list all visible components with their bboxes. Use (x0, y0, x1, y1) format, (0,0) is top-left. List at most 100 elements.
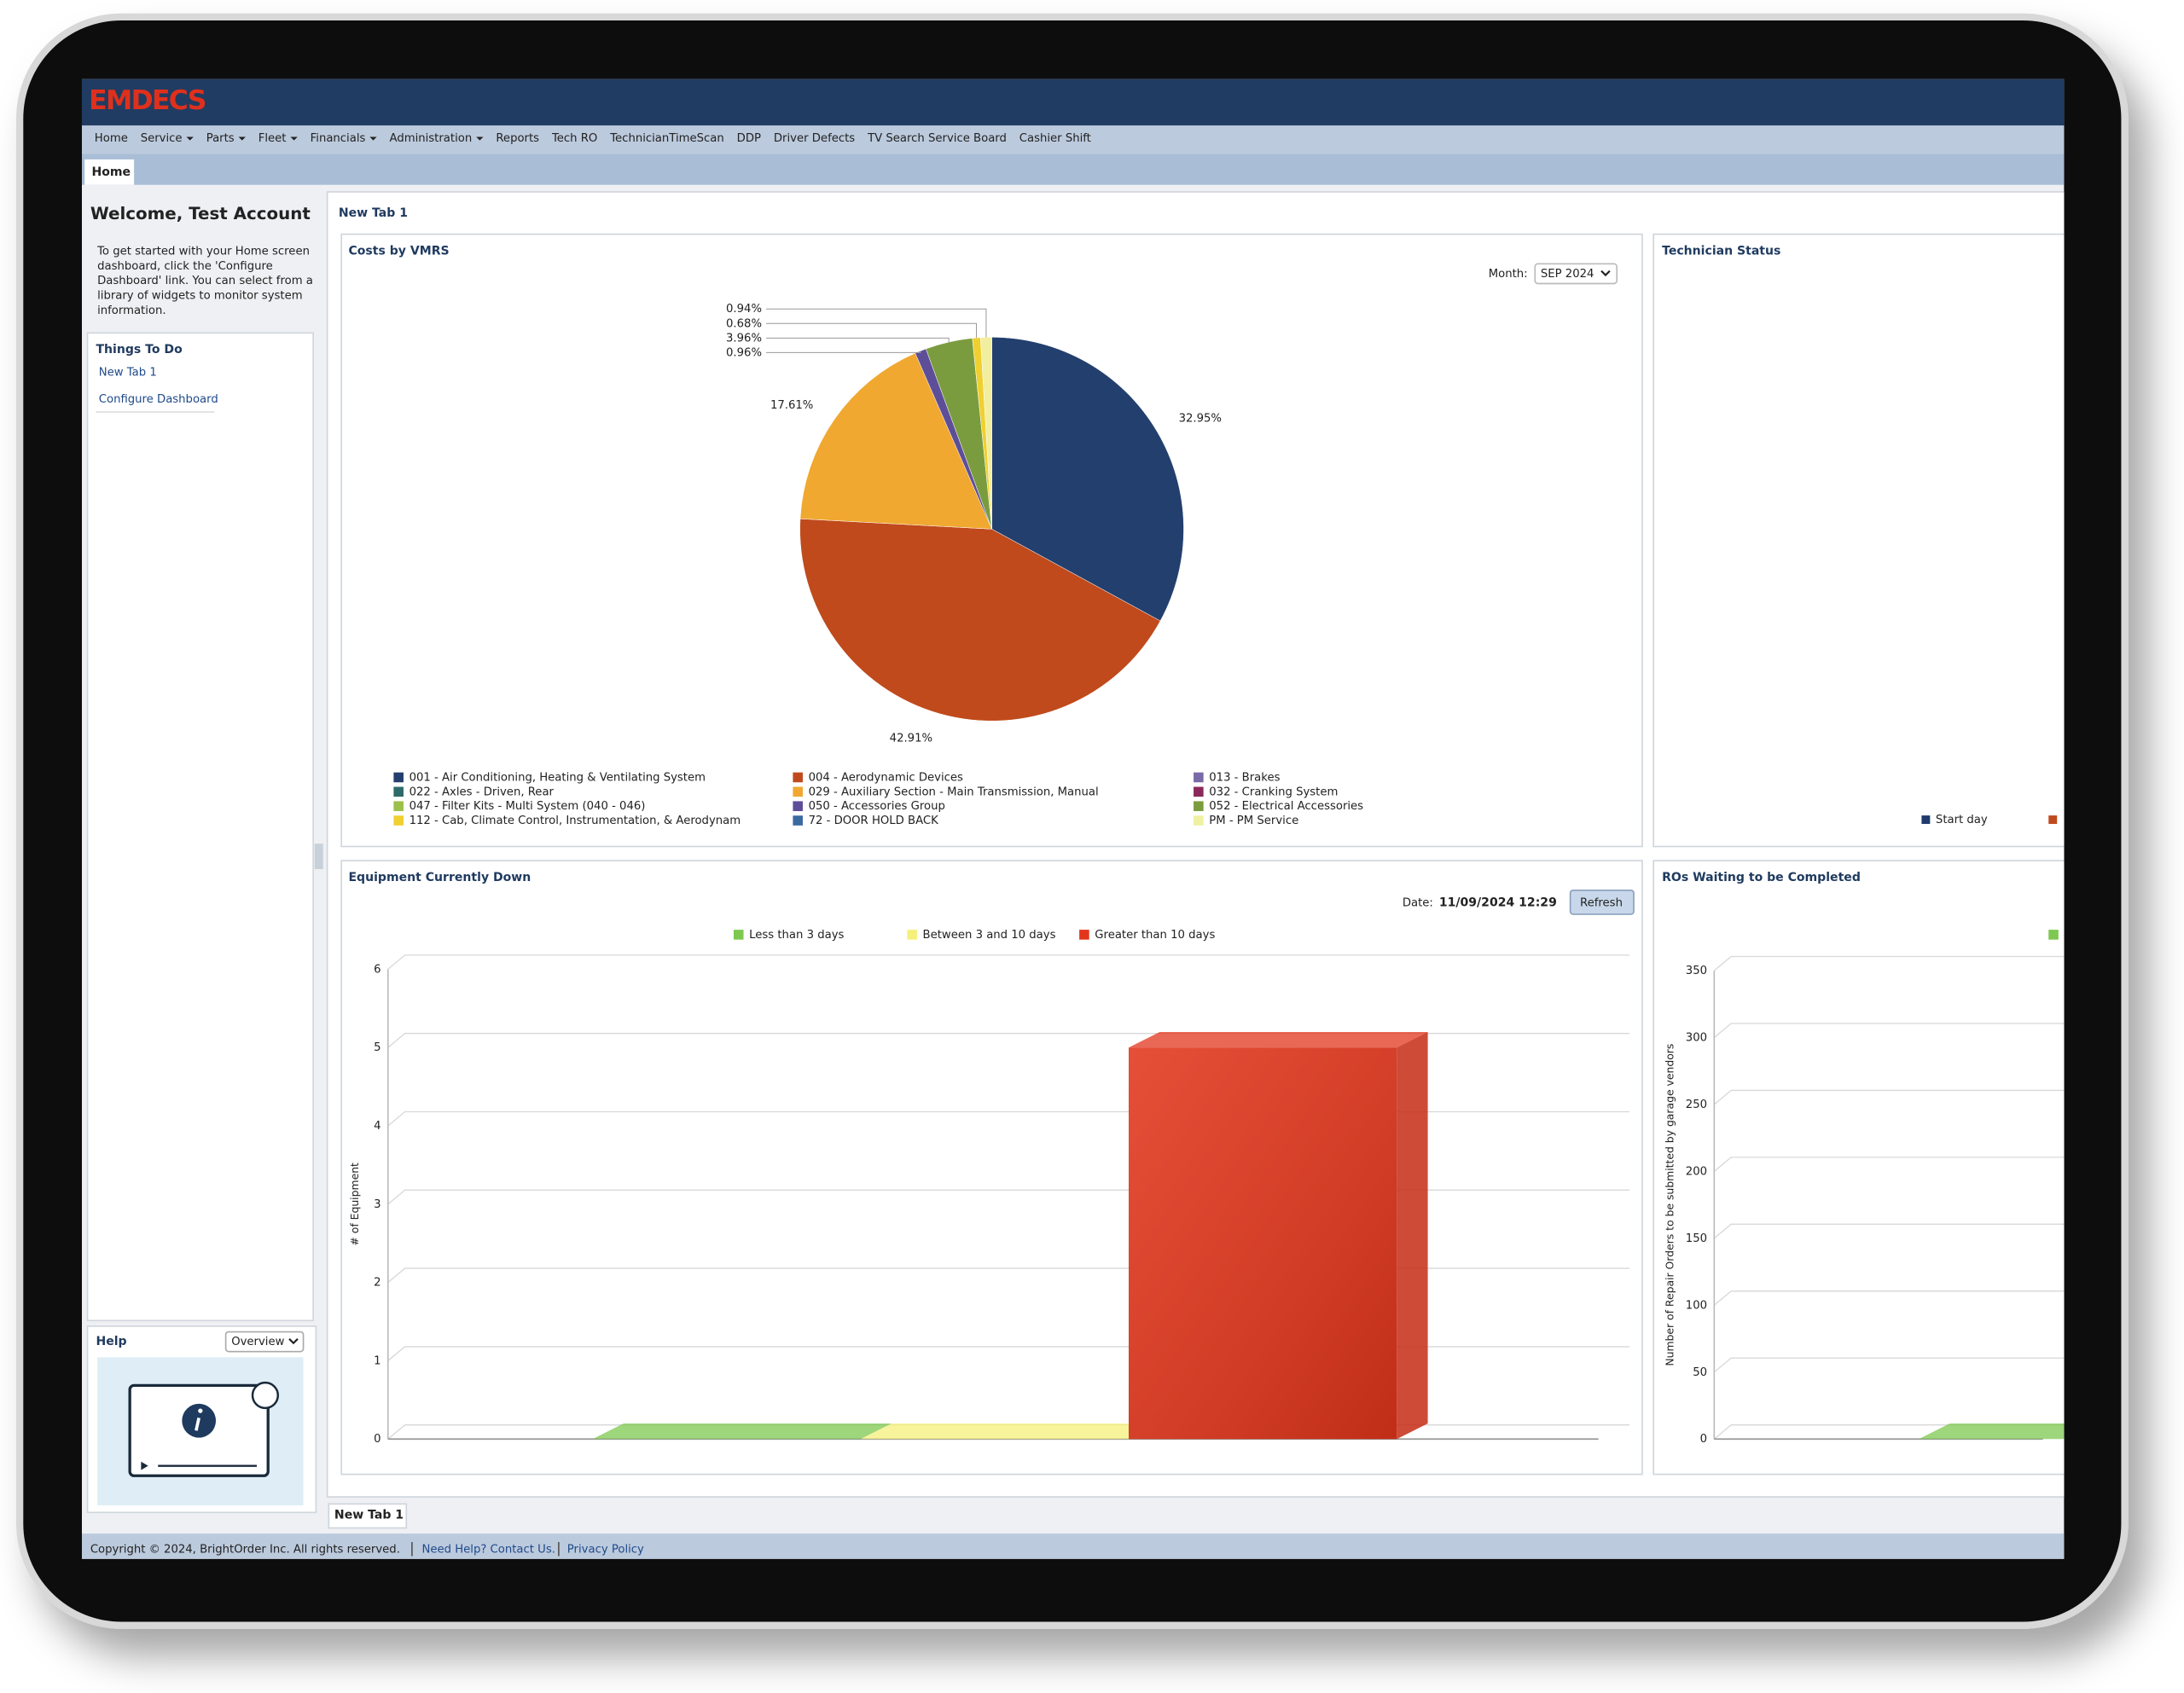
todo-panel (86, 332, 314, 1322)
y-tick-label: 50 (1693, 1366, 1707, 1379)
widget (1653, 233, 2065, 848)
dashboard-title: New Tab 1 (339, 206, 408, 220)
legend-swatch (793, 772, 803, 783)
nav-item[interactable]: Driver Defects (774, 132, 855, 145)
legend-swatch (1079, 930, 1089, 940)
widget (1653, 860, 2065, 1476)
legend-swatch (393, 801, 404, 811)
collapse-handle[interactable] (314, 844, 323, 869)
pie-label: 17.61% (770, 399, 813, 412)
nav-item[interactable]: Parts (206, 132, 235, 145)
bar-top (860, 1423, 1160, 1440)
leader-line (765, 337, 950, 343)
y-tick-label: 150 (1686, 1232, 1707, 1245)
legend-swatch (1194, 815, 1204, 826)
nav-item[interactable]: Cashier Shift (1019, 132, 1091, 145)
nav-item[interactable]: DDP (737, 132, 761, 145)
date-label: Date: (1403, 897, 1433, 910)
nav-item[interactable]: Fleet (258, 132, 287, 145)
y-tick-label: 1 (374, 1354, 380, 1367)
legend-swatch (793, 786, 803, 797)
refresh-label[interactable]: Refresh (1580, 897, 1623, 910)
grid-line (1713, 955, 2065, 971)
pie-label: 0.68% (726, 317, 762, 330)
y-axis-label: Number of Repair Orders to be submitted … (1664, 1044, 1676, 1366)
month-select[interactable] (1534, 263, 1618, 285)
intro-text: To get started with your Home screen dash… (96, 245, 313, 316)
nav-item[interactable]: Administration (390, 132, 473, 145)
grid-line (1713, 1157, 2065, 1172)
footer-link[interactable]: Privacy Policy (567, 1543, 644, 1556)
legend-label: 013 - Brakes (1209, 771, 1280, 784)
pie-label: 32.95% (1179, 412, 1222, 425)
leader-line (765, 351, 921, 353)
intro-line: library of widgets to monitor system (97, 290, 303, 303)
nav-item[interactable]: Home (95, 132, 128, 145)
bar (1128, 1032, 1428, 1440)
nav-item[interactable]: Service (141, 132, 183, 145)
bar-side (1397, 1032, 1428, 1440)
month-label: Month: (1489, 268, 1528, 281)
intro-line: Dashboard' link. You can select from a (97, 275, 313, 287)
bar-top (1919, 1423, 2065, 1440)
bar (860, 1423, 1160, 1440)
month-value[interactable]: SEP 2024 (1541, 268, 1594, 281)
legend-label: 047 - Filter Kits - Multi System (040 - … (410, 800, 646, 813)
bar (1919, 1423, 2065, 1440)
nav-item[interactable]: TV Search Service Board (867, 132, 1007, 145)
todo-link[interactable]: Configure Dashboard (99, 393, 218, 406)
legend-swatch (1194, 801, 1204, 811)
bottom-tab[interactable] (328, 1503, 408, 1529)
leader-line (765, 322, 978, 339)
legend-swatch (2048, 930, 2059, 940)
bar-top (592, 1423, 892, 1440)
grid-line (1713, 1357, 2065, 1373)
refresh-button[interactable] (1569, 889, 1635, 915)
legend-label: 022 - Axles - Driven, Rear (410, 786, 555, 798)
logo: EMDECS (89, 85, 206, 116)
y-tick-label: 350 (1686, 965, 1707, 977)
nav-item[interactable]: Financials (311, 132, 366, 145)
nav-caret (290, 136, 298, 141)
todo-title: Things To Do (96, 343, 183, 357)
todo-link[interactable]: New Tab 1 (99, 367, 157, 380)
nav-item[interactable]: Reports (496, 132, 539, 145)
tab[interactable] (84, 159, 135, 185)
legend-label: 112 - Cab, Climate Control, Instrumentat… (410, 815, 741, 827)
legend-label: 032 - Cranking System (1209, 786, 1338, 798)
help-select-label[interactable]: Overview (231, 1336, 284, 1348)
date-value: 11/09/2024 12:29 (1439, 896, 1557, 910)
y-axis-label: # of Equipment (348, 1162, 361, 1246)
legend-label: 72 - DOOR HOLD BACK (809, 815, 939, 827)
bar-side-shade (1397, 1032, 1428, 1440)
nav-item[interactable]: Tech RO (551, 132, 597, 145)
footer-link[interactable]: Need Help? Contact Us. (421, 1543, 555, 1556)
chevron (1600, 270, 1611, 277)
intro-line: information. (97, 304, 166, 317)
bottom-tab-label[interactable]: New Tab 1 (334, 1509, 404, 1522)
legend-label: Less than 3 days (749, 929, 844, 942)
tab-label[interactable]: Home (91, 165, 131, 179)
legend-label: 050 - Accessories Group (809, 800, 945, 813)
help-select[interactable] (224, 1331, 305, 1353)
legend-swatch (793, 801, 803, 811)
nav-item[interactable]: TechnicianTimeScan (609, 132, 724, 145)
y-tick-label: 2 (374, 1277, 380, 1290)
nav-caret (476, 136, 484, 141)
grid-line (1713, 1089, 2065, 1105)
leader-line (765, 308, 987, 338)
legend-label: Between 3 and 10 days (923, 929, 1056, 942)
widget (340, 860, 1643, 1476)
legend-swatch (907, 930, 917, 940)
y-tick-label: 3 (374, 1198, 380, 1211)
grid-line (1713, 1023, 2065, 1039)
widget-title: Costs by VMRS (348, 244, 449, 258)
bar-gloss (1128, 1047, 1397, 1440)
y-tick-label: 200 (1686, 1165, 1707, 1178)
header-bar (81, 78, 2065, 126)
welcome: Welcome, Test Account (90, 204, 311, 223)
legend-swatch (1194, 786, 1204, 797)
copyright: Copyright © 2024, BrightOrder Inc. All r… (90, 1543, 400, 1556)
y-tick-label: 250 (1686, 1099, 1707, 1111)
